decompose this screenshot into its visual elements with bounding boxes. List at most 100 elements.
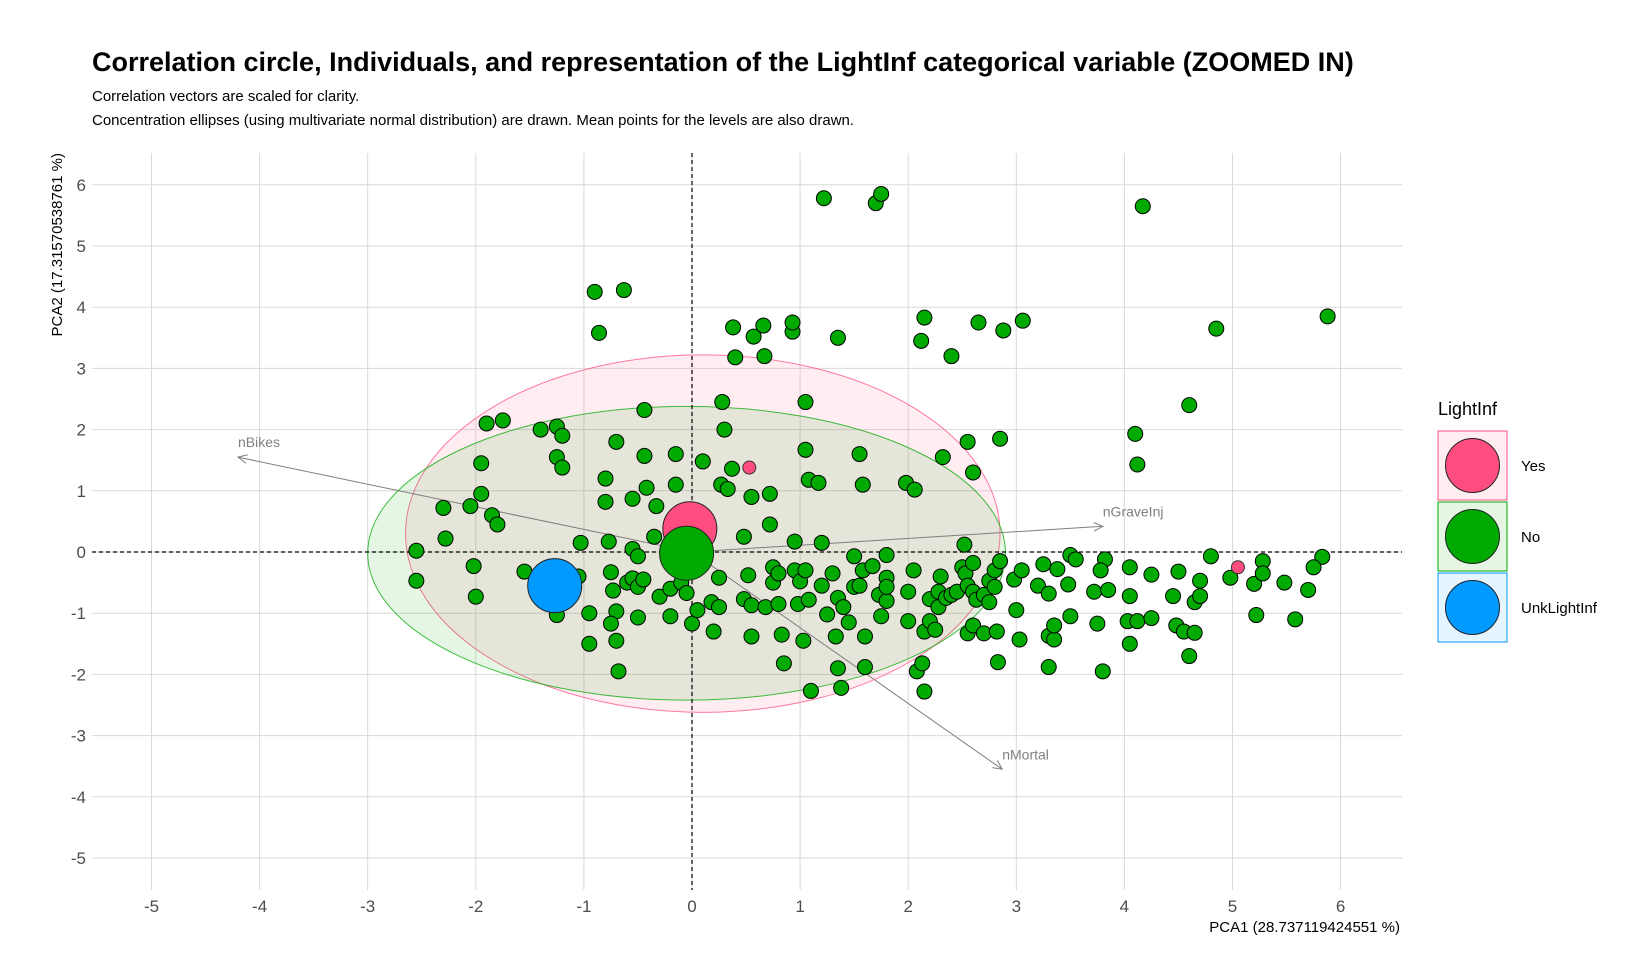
legend-swatch-unklightinf bbox=[1445, 580, 1500, 635]
x-tick-label: 0 bbox=[687, 897, 696, 916]
x-tick-label: 5 bbox=[1228, 897, 1237, 916]
point-no bbox=[770, 596, 787, 613]
point-no bbox=[1013, 562, 1030, 579]
x-tick-label: -2 bbox=[468, 897, 483, 916]
point-no bbox=[835, 599, 852, 616]
point-no bbox=[810, 474, 827, 491]
point-no bbox=[605, 582, 622, 599]
point-no bbox=[678, 585, 695, 602]
point-no bbox=[914, 655, 931, 672]
point-no bbox=[992, 553, 1009, 570]
point-no bbox=[1192, 572, 1209, 589]
vector-label-nBikes: nBikes bbox=[238, 434, 280, 450]
point-no bbox=[435, 499, 452, 516]
point-no bbox=[840, 614, 857, 631]
point-no bbox=[1170, 563, 1187, 580]
point-no bbox=[981, 594, 998, 611]
point-no bbox=[995, 322, 1012, 339]
point-no bbox=[462, 498, 479, 515]
chart-title: Correlation circle, Individuals, and rep… bbox=[92, 47, 1354, 77]
point-no bbox=[1300, 581, 1317, 598]
point-no bbox=[636, 447, 653, 464]
point-no bbox=[873, 185, 890, 202]
vector-label-nGraveInj: nGraveInj bbox=[1103, 503, 1164, 519]
point-no bbox=[1276, 574, 1293, 591]
point-no bbox=[1165, 588, 1182, 605]
point-no bbox=[851, 446, 868, 463]
point-no bbox=[473, 485, 490, 502]
point-no bbox=[684, 615, 700, 632]
legend-label-yes: Yes bbox=[1521, 458, 1545, 475]
point-no bbox=[873, 608, 890, 625]
point-no bbox=[824, 565, 841, 582]
point-no bbox=[727, 349, 744, 366]
point-no bbox=[1049, 561, 1066, 578]
point-no bbox=[1040, 659, 1057, 676]
point-no bbox=[965, 555, 982, 572]
point-no bbox=[602, 564, 619, 581]
point-no bbox=[761, 516, 778, 533]
point-no bbox=[756, 348, 773, 365]
y-tick-label: 2 bbox=[77, 421, 86, 440]
chart-subtitle-line-1: Correlation vectors are scaled for clari… bbox=[92, 88, 359, 105]
point-no bbox=[932, 568, 949, 585]
zero-lines bbox=[92, 153, 1402, 890]
point-no bbox=[624, 490, 641, 507]
point-no bbox=[610, 663, 627, 680]
point-no bbox=[900, 613, 917, 630]
point-no bbox=[965, 464, 982, 481]
point-no bbox=[1305, 559, 1322, 576]
point-no bbox=[775, 655, 792, 672]
x-tick-label: 6 bbox=[1336, 897, 1345, 916]
point-no bbox=[813, 577, 830, 594]
point-no bbox=[1143, 566, 1160, 583]
point-no bbox=[743, 597, 760, 614]
point-no bbox=[815, 190, 832, 207]
point-no bbox=[1008, 602, 1025, 619]
point-no bbox=[856, 628, 873, 645]
point-no bbox=[532, 421, 549, 438]
point-no bbox=[797, 441, 814, 458]
point-no bbox=[797, 562, 814, 579]
vector-arrowhead-nGraveInj bbox=[1093, 522, 1104, 532]
point-no bbox=[662, 608, 679, 625]
point-no bbox=[916, 683, 933, 700]
x-tick-label: -5 bbox=[144, 897, 159, 916]
level-mean-points bbox=[527, 501, 718, 614]
point-no bbox=[770, 565, 787, 582]
point-no bbox=[1202, 548, 1219, 565]
point-no bbox=[956, 536, 973, 553]
legend-label-no: No bbox=[1521, 529, 1540, 546]
point-no bbox=[1089, 615, 1106, 632]
point-no bbox=[602, 615, 619, 632]
point-no bbox=[1011, 631, 1028, 648]
y-tick-label: 6 bbox=[77, 176, 86, 195]
y-tick-label: 5 bbox=[77, 237, 86, 256]
point-no bbox=[667, 476, 684, 493]
point-no bbox=[1181, 648, 1198, 665]
point-no bbox=[846, 548, 863, 565]
point-no bbox=[795, 632, 812, 649]
point-no bbox=[1067, 551, 1084, 568]
point-no bbox=[1060, 576, 1077, 593]
x-tick-label: -3 bbox=[360, 897, 375, 916]
legend-title: LightInf bbox=[1438, 399, 1498, 419]
chart-subtitle-line-2: Concentration ellipses (using multivaria… bbox=[92, 112, 854, 129]
point-yes bbox=[1230, 560, 1245, 575]
point-no bbox=[1121, 635, 1138, 652]
point-no bbox=[467, 588, 484, 605]
point-no bbox=[786, 533, 803, 550]
y-tick-label: -4 bbox=[71, 788, 86, 807]
point-no bbox=[986, 578, 1003, 595]
point-no bbox=[761, 485, 778, 502]
point-no bbox=[667, 446, 684, 463]
point-no bbox=[725, 319, 742, 336]
point-no bbox=[629, 609, 646, 626]
axis-ticks: -5 -4 -3 -2 -1 0 1 2 3 4 5 6 -5 -4 -3 -2 -1 0 1 2 3 4 5 6 bbox=[71, 176, 1345, 916]
point-no bbox=[1254, 565, 1271, 582]
point-no bbox=[1127, 425, 1144, 442]
point-no bbox=[1208, 320, 1225, 337]
x-tick-label: -4 bbox=[252, 897, 267, 916]
point-no bbox=[755, 317, 772, 334]
point-no bbox=[784, 314, 801, 331]
